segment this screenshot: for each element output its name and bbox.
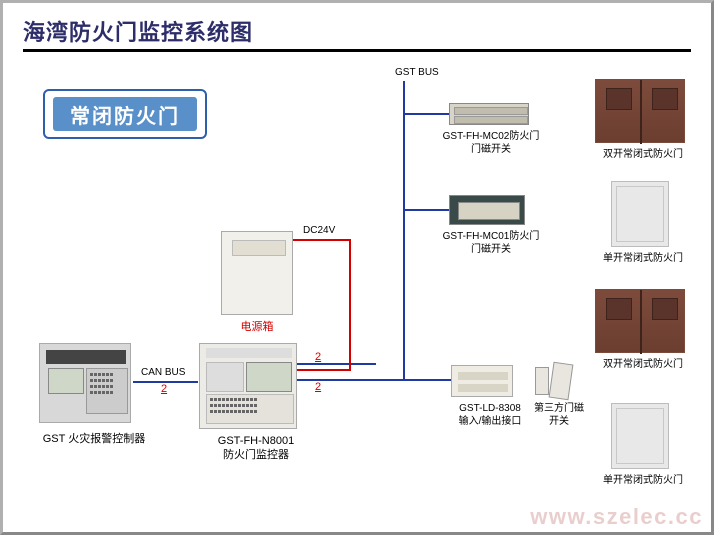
door-monitor-label: GST-FH-N8001 防火门监控器 bbox=[201, 435, 311, 463]
door-monitor bbox=[199, 343, 297, 429]
wire-segment bbox=[403, 379, 453, 381]
mode-badge-text: 常闭防火门 bbox=[53, 97, 197, 131]
third-party-mc bbox=[535, 363, 571, 397]
mc02-device bbox=[449, 103, 529, 125]
wire-segment bbox=[296, 369, 351, 371]
single-door-bot-label: 单开常闭式防火门 bbox=[593, 475, 693, 488]
dc24v-label: DC24V bbox=[303, 225, 335, 238]
loop-count-bot: 2 bbox=[315, 381, 321, 393]
wire-segment bbox=[293, 239, 351, 241]
single-door-top bbox=[611, 181, 669, 247]
wire-segment bbox=[349, 239, 351, 371]
alarm-controller-label: GST 火灾报警控制器 bbox=[29, 433, 159, 447]
single-door-bot bbox=[611, 403, 669, 469]
title-underline bbox=[23, 49, 691, 52]
io-module bbox=[451, 365, 513, 397]
gst-bus-label: GST BUS bbox=[395, 67, 439, 80]
double-door-top-label: 双开常闭式防火门 bbox=[593, 149, 693, 162]
wire-segment bbox=[403, 81, 405, 381]
mc02-label: GST-FH-MC02防火门 门磁开关 bbox=[431, 131, 551, 156]
can-bus-label: CAN BUS bbox=[141, 367, 185, 380]
double-door-bot bbox=[595, 289, 685, 353]
power-box bbox=[221, 231, 293, 315]
page-title: 海湾防火门监控系统图 bbox=[23, 15, 253, 47]
wire-segment bbox=[296, 379, 405, 381]
double-door-bot-label: 双开常闭式防火门 bbox=[593, 359, 693, 372]
watermark: www.szelec.cc bbox=[530, 504, 703, 530]
mode-badge: 常闭防火门 bbox=[43, 89, 207, 139]
double-door-top bbox=[595, 79, 685, 143]
io-module-label: GST-LD-8308 输入/输出接口 bbox=[447, 403, 533, 428]
single-door-top-label: 单开常闭式防火门 bbox=[593, 253, 693, 266]
mc01-label: GST-FH-MC01防火门 门磁开关 bbox=[431, 231, 551, 256]
alarm-controller bbox=[39, 343, 131, 423]
wire-segment bbox=[403, 209, 453, 211]
loop-count-top: 2 bbox=[315, 351, 321, 363]
wire-segment bbox=[296, 363, 376, 365]
mc01-device bbox=[449, 195, 525, 225]
third-party-mc-label: 第三方门磁 开关 bbox=[527, 403, 591, 428]
wire-segment bbox=[403, 113, 453, 115]
can-bus-count: 2 bbox=[161, 383, 167, 395]
slide-frame: 海湾防火门监控系统图 常闭防火门 GST BUS CAN BUS DC24V G… bbox=[0, 0, 714, 535]
power-box-label: 电源箱 bbox=[233, 321, 281, 335]
